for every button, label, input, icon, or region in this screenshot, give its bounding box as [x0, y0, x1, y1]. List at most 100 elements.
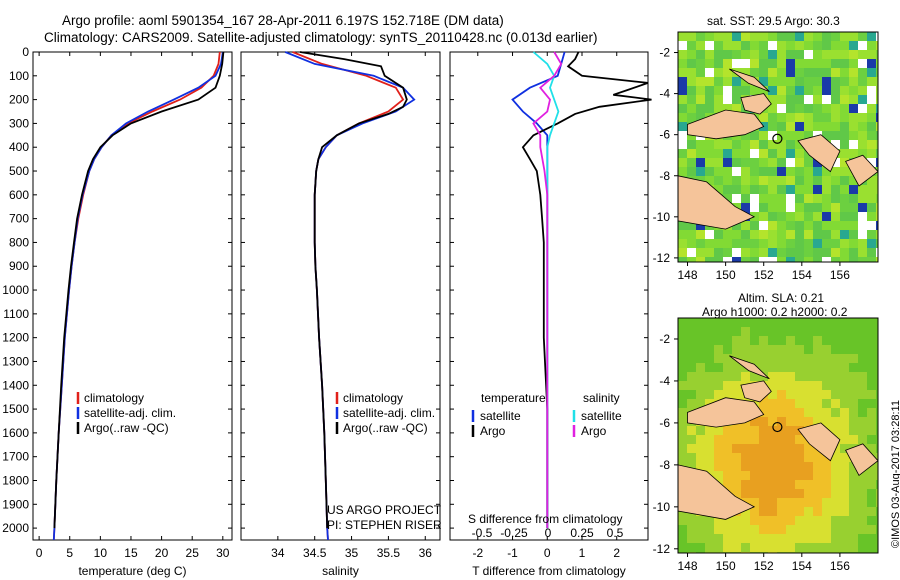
y-tick-label: 1600: [2, 426, 29, 440]
map-x-tick-label: 152: [754, 268, 774, 282]
x-axis-label: salinity: [322, 564, 359, 578]
y-tick-label: 1800: [2, 473, 29, 487]
y-tick-label: 1100: [3, 307, 29, 321]
series-line-2-3: [532, 51, 563, 529]
series-line-1-0: [292, 51, 405, 541]
map-y-tick-label: -6: [659, 128, 670, 142]
title-line-2: Climatology: CARS2009. Satellite-adjuste…: [44, 30, 598, 45]
y-tick-label: 1300: [2, 354, 29, 368]
series-line-0-2: [53, 51, 225, 529]
map-y-tick-label: -12: [653, 251, 671, 265]
legend-label: Argo(..raw -QC): [343, 421, 428, 435]
y-tick-label: 300: [9, 116, 29, 130]
land-mass: [729, 68, 770, 92]
y-tick-label: 1700: [2, 450, 29, 464]
panel-frame-1: [240, 51, 441, 541]
x-tick-label: 20: [155, 546, 169, 560]
panel-frame-0: [32, 51, 233, 541]
y-tick-label: 1000: [2, 283, 29, 297]
map-y-tick-label: -12: [653, 542, 671, 556]
panel-frame-2: [449, 51, 649, 541]
map-y-tick-label: -8: [659, 169, 670, 183]
land-mass: [740, 93, 772, 115]
y-tick-label: 400: [9, 140, 29, 154]
map-y-tick-label: -10: [653, 500, 671, 514]
float-location-marker: [772, 421, 783, 433]
map-x-tick-label: 152: [754, 559, 774, 573]
map-sst-map: 148 150 152 154 156 -2 -4 -6 -8 -10 -12: [653, 31, 879, 282]
s-tick-label: 0.25: [570, 526, 594, 540]
s-tick-label: 0.5: [607, 526, 624, 540]
legend-label: satellite-adj. clim.: [84, 406, 176, 420]
x-tick-label: 5: [66, 546, 73, 560]
map-y-tick-label: -6: [659, 416, 670, 430]
x-tick-label: 35.5: [377, 546, 401, 560]
legend-label: climatology: [343, 391, 403, 405]
series-line-0-1: [52, 51, 224, 541]
map-y-tick-label: -2: [659, 332, 670, 346]
land-mass: [740, 380, 772, 403]
y-tick-label: 1400: [2, 378, 29, 392]
s-tick-label: -0.5: [472, 526, 493, 540]
y-tick-label: 0: [22, 45, 29, 59]
x-tick-label: 1: [579, 546, 586, 560]
x-tick-label: 10: [94, 546, 108, 560]
x-tick-label: 2: [613, 546, 620, 560]
float-location-marker: [772, 133, 783, 144]
x-tick-label: 15: [124, 546, 138, 560]
land-mass: [797, 422, 841, 462]
map-x-tick-label: 154: [792, 559, 812, 573]
series-line-0-0: [52, 51, 221, 541]
map-frame: [677, 31, 879, 263]
x-tick-label: 36: [419, 546, 433, 560]
map-x-tick-label: 154: [792, 268, 812, 282]
land-mass: [687, 397, 765, 428]
map-y-tick-label: -4: [659, 374, 670, 388]
legend-label: satellite: [581, 409, 622, 423]
y-tick-label: 100: [9, 69, 29, 83]
x-axis-label: T difference from climatology: [472, 564, 626, 578]
s-difference-label: S difference from climatology: [468, 512, 623, 526]
map-x-tick-label: 156: [830, 559, 850, 573]
map-x-tick-label: 150: [716, 268, 736, 282]
map-x-tick-label: 148: [678, 559, 698, 573]
map-sla-map: 148 150 152 154 156 -2 -4 -6 -8 -10 -12: [653, 317, 879, 573]
x-tick-label: 30: [216, 546, 230, 560]
legend-label: satellite-adj. clim.: [343, 406, 435, 420]
x-tick-label: -2: [472, 546, 483, 560]
land-mass: [797, 134, 841, 173]
series-line-2-1: [521, 51, 652, 529]
map-y-tick-label: -10: [653, 210, 671, 224]
map-y-tick-label: -2: [659, 46, 670, 60]
y-tick-label: 600: [9, 188, 29, 202]
legend-label: satellite: [480, 409, 521, 423]
y-tick-label: 1900: [2, 497, 29, 511]
legend-title-temperature: temperature: [481, 391, 546, 405]
y-tick-label: 1500: [2, 402, 29, 416]
legend-label: Argo: [581, 424, 607, 438]
y-tick-label: 2000: [2, 521, 29, 535]
land-mass: [687, 109, 765, 140]
map-x-tick-label: 156: [830, 268, 850, 282]
x-axis-label: temperature (deg C): [78, 564, 186, 578]
sla-map-title-1: Altim. SLA: 0.21: [738, 291, 825, 305]
x-tick-label: 0: [544, 546, 551, 560]
series-line-1-2: [299, 51, 408, 529]
x-tick-label: 25: [186, 546, 200, 560]
map-x-tick-label: 148: [678, 268, 698, 282]
x-tick-label: 34.5: [303, 546, 327, 560]
y-tick-label: 200: [9, 93, 29, 107]
map-y-tick-label: -4: [659, 87, 670, 101]
s-tick-label: -0.25: [500, 526, 528, 540]
map-frame: [677, 317, 879, 554]
x-tick-label: 35: [345, 546, 359, 560]
land-mass: [729, 355, 770, 380]
y-tick-label: 1200: [2, 331, 29, 345]
sst-map-title: sat. SST: 29.5 Argo: 30.3: [707, 14, 840, 28]
title-line-1: Argo profile: aoml 5901354_167 28-Apr-20…: [62, 13, 504, 28]
map-x-tick-label: 150: [716, 559, 736, 573]
legend-label: Argo: [480, 424, 506, 438]
annotation-project: US ARGO PROJECT: [327, 503, 442, 517]
y-tick-label: 800: [9, 235, 29, 249]
